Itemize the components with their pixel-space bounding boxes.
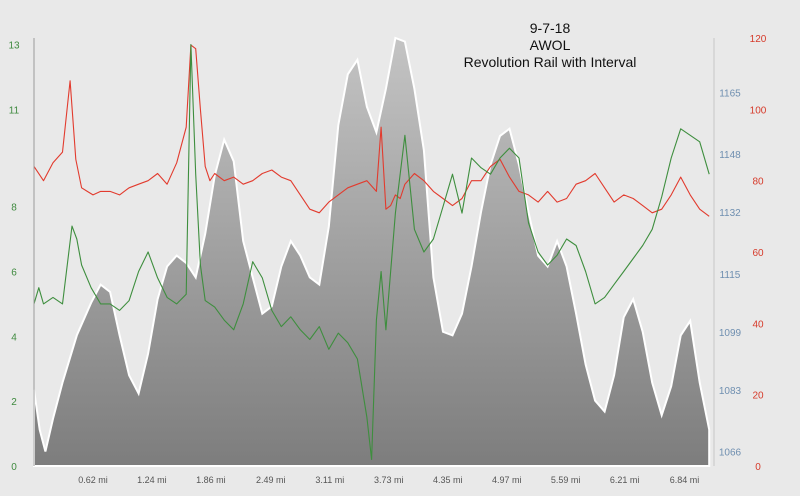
left-y-tick-label: 0: [11, 462, 17, 473]
elevation-y-tick-label: 1099: [719, 328, 742, 339]
heart-rate-y-tick-label: 0: [755, 462, 761, 473]
heart-rate-y-tick-label: 120: [750, 34, 767, 45]
elevation-y-tick-label: 1115: [720, 270, 741, 281]
left-y-tick-label: 6: [11, 268, 17, 279]
elevation-y-tick-label: 1148: [719, 150, 741, 161]
elevation-y-tick-label: 1165: [719, 88, 741, 99]
heart-rate-y-tick-label: 100: [750, 105, 767, 116]
title-line-route: Revolution Rail with Interval: [463, 54, 637, 70]
left-y-tick-label: 11: [9, 105, 20, 116]
heart-rate-y-tick-label: 40: [752, 319, 764, 330]
left-y-tick-label: 4: [11, 332, 17, 343]
elevation-y-tick-label: 1083: [719, 386, 742, 397]
x-tick-label: 5.59 mi: [551, 475, 581, 485]
heart-rate-line: [33, 44, 710, 217]
elevation-y-tick-label: 1066: [719, 448, 742, 459]
x-tick-label: 0.62 mi: [78, 475, 108, 485]
elevation-area: [33, 36, 711, 467]
elevation-y-tick-label: 1132: [719, 208, 741, 219]
speed-line: [33, 43, 710, 461]
left-y-tick-label: 2: [11, 397, 17, 408]
x-tick-label: 1.24 mi: [137, 475, 167, 485]
title-line-date: 9-7-18: [529, 20, 571, 36]
x-tick-label: 4.97 mi: [492, 475, 522, 485]
heart-rate-y-tick-label: 60: [752, 248, 764, 259]
x-tick-label: 3.73 mi: [374, 475, 404, 485]
x-tick-label: 6.84 mi: [670, 475, 700, 485]
title-line-name: AWOL: [529, 37, 571, 53]
left-y-tick-label: 8: [11, 203, 17, 214]
x-tick-label: 4.35 mi: [433, 475, 463, 485]
chart-title: 9-7-18 AWOL Revolution Rail with Interva…: [440, 20, 660, 71]
heart-rate-y-tick-label: 20: [752, 391, 764, 402]
left-y-tick-label: 13: [8, 41, 20, 52]
x-tick-label: 1.86 mi: [196, 475, 226, 485]
x-tick-label: 6.21 mi: [610, 475, 640, 485]
x-tick-label: 2.49 mi: [256, 475, 286, 485]
x-tick-label: 3.11 mi: [315, 475, 344, 485]
heart-rate-y-tick-label: 80: [752, 177, 764, 188]
